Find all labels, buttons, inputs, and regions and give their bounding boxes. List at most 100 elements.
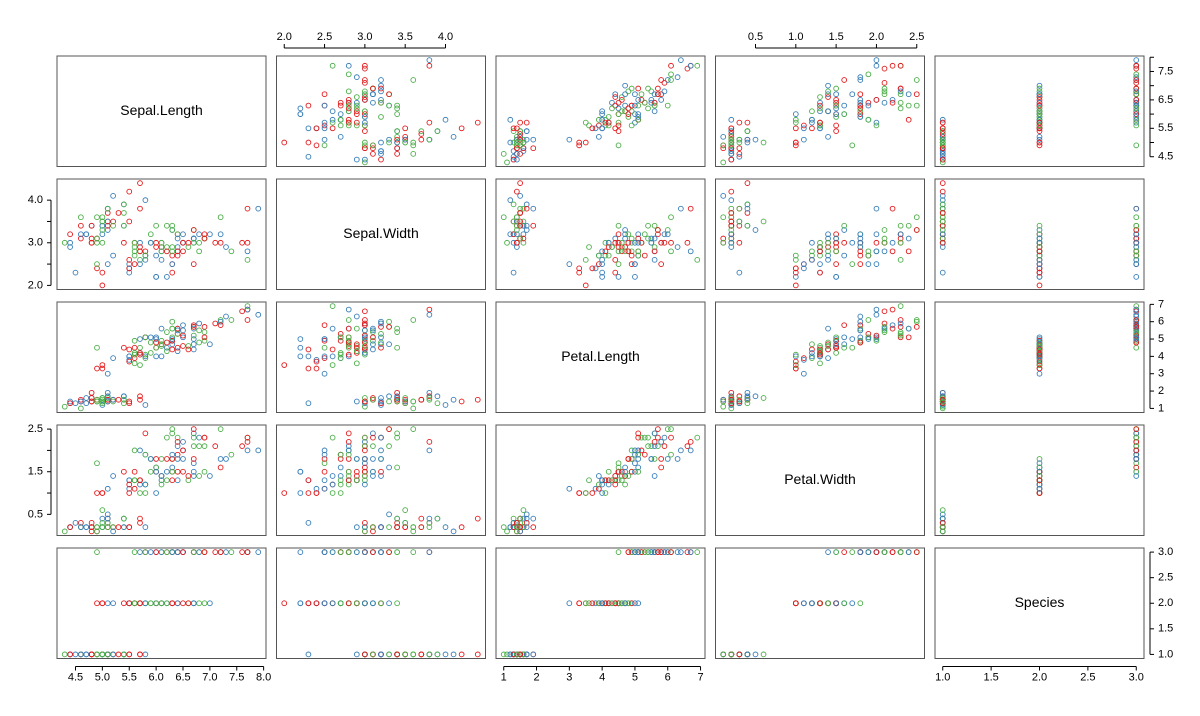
- point: [201, 600, 208, 607]
- point: [792, 600, 799, 607]
- point: [61, 239, 68, 246]
- point: [792, 139, 799, 146]
- point: [329, 346, 336, 353]
- point: [78, 524, 84, 530]
- point: [169, 325, 176, 332]
- point: [589, 490, 596, 496]
- point: [370, 456, 376, 462]
- y-tick-label: 7: [1158, 298, 1164, 310]
- point: [362, 443, 368, 449]
- point: [897, 317, 904, 323]
- point: [434, 515, 441, 522]
- point: [833, 85, 839, 92]
- point: [442, 524, 449, 530]
- point: [94, 396, 100, 403]
- point: [370, 341, 376, 348]
- point: [857, 252, 864, 259]
- point: [378, 473, 384, 479]
- point: [635, 239, 642, 246]
- point: [1133, 443, 1140, 449]
- point: [728, 188, 735, 195]
- point: [833, 336, 839, 342]
- point: [94, 235, 100, 242]
- point: [520, 235, 527, 242]
- point: [873, 97, 880, 103]
- point: [142, 355, 149, 361]
- point: [609, 99, 615, 106]
- point: [514, 218, 520, 225]
- point: [126, 357, 133, 363]
- point: [736, 400, 743, 407]
- point: [736, 119, 743, 126]
- point: [622, 481, 628, 488]
- x-tick-label: 3: [566, 671, 572, 683]
- point: [939, 528, 946, 535]
- point: [523, 222, 530, 229]
- point: [190, 549, 197, 555]
- point: [305, 477, 312, 484]
- point: [520, 515, 527, 522]
- point: [602, 490, 609, 496]
- point: [158, 325, 165, 332]
- point: [104, 515, 111, 522]
- point: [913, 549, 920, 555]
- point: [305, 153, 312, 160]
- y-tick-label: 2.5: [1158, 572, 1173, 584]
- point: [158, 473, 165, 479]
- point: [628, 549, 635, 555]
- point: [174, 348, 181, 355]
- point: [353, 398, 360, 405]
- point: [939, 214, 946, 221]
- point: [337, 490, 344, 496]
- point: [517, 218, 523, 225]
- point: [622, 102, 628, 109]
- point: [939, 524, 946, 530]
- point: [190, 600, 197, 607]
- point: [137, 393, 143, 400]
- point: [684, 549, 691, 555]
- point: [88, 651, 95, 658]
- point: [507, 197, 514, 203]
- point: [78, 396, 84, 403]
- point: [378, 456, 384, 462]
- point: [217, 231, 224, 238]
- point: [402, 125, 409, 132]
- point: [628, 102, 635, 109]
- point: [582, 282, 589, 289]
- point: [865, 549, 872, 555]
- point: [426, 57, 433, 63]
- point: [939, 398, 946, 405]
- point: [602, 248, 609, 255]
- point: [599, 125, 605, 132]
- point: [605, 600, 612, 607]
- point: [169, 248, 176, 255]
- point: [329, 600, 336, 607]
- point: [378, 398, 384, 405]
- point: [201, 337, 208, 344]
- point: [648, 549, 655, 555]
- point: [939, 188, 946, 195]
- point: [394, 398, 400, 405]
- point: [158, 248, 165, 255]
- point: [889, 62, 896, 69]
- point: [147, 231, 154, 238]
- point: [353, 156, 360, 163]
- point: [658, 439, 665, 445]
- point: [362, 145, 368, 152]
- point: [244, 447, 251, 454]
- point: [865, 102, 872, 109]
- point: [353, 348, 360, 355]
- point: [744, 210, 751, 216]
- point: [362, 434, 368, 441]
- point: [394, 329, 400, 335]
- point: [164, 244, 170, 250]
- point: [661, 239, 668, 246]
- point: [131, 468, 138, 475]
- point: [158, 244, 165, 250]
- point: [939, 148, 946, 154]
- point: [514, 142, 520, 149]
- point: [362, 520, 368, 526]
- point: [297, 600, 304, 607]
- point: [1036, 105, 1043, 112]
- point: [321, 600, 328, 607]
